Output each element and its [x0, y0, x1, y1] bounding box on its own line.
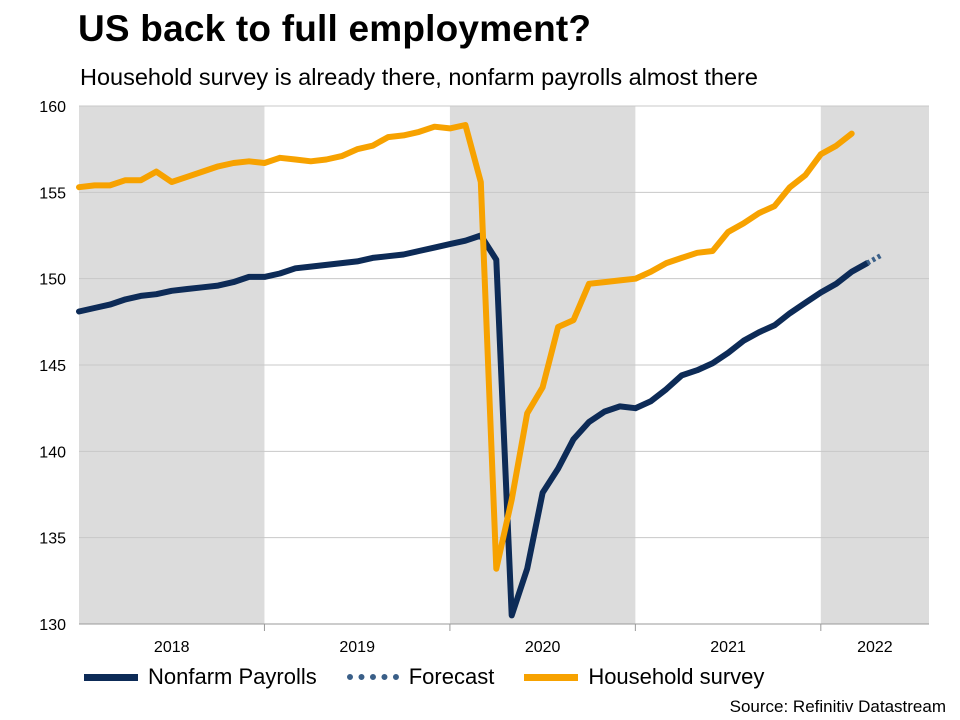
x-axis: 2018 2019 2020 2021 2022 [79, 623, 929, 656]
legend-item-forecast[interactable]: Forecast [346, 664, 495, 690]
source-note: Source: Refinitiv Datastream [729, 697, 946, 716]
legend-item-household[interactable]: Household survey [524, 664, 764, 690]
x-tick-label-2018: 2018 [154, 639, 190, 656]
legend-label-forecast: Forecast [408, 664, 495, 689]
chart-title: US back to full employment? [78, 8, 592, 49]
chart-subtitle: Household survey is already there, nonfa… [80, 64, 758, 90]
x-tick-label-2019: 2019 [339, 639, 375, 656]
y-tick-label-130: 130 [39, 617, 66, 634]
y-axis-ticks: 130 135 140 145 150 155 160 [39, 99, 66, 634]
x-tick-label-2022: 2022 [857, 639, 893, 656]
y-tick-label-140: 140 [39, 444, 66, 461]
y-tick-label-155: 155 [39, 185, 66, 202]
series-line-nonfarm-payrolls [76, 232, 871, 619]
legend-swatch-forecast [346, 674, 399, 680]
y-tick-label-145: 145 [39, 358, 66, 375]
legend-label-nonfarm: Nonfarm Payrolls [148, 664, 317, 689]
legend-label-household: Household survey [588, 664, 765, 689]
series-line-forecast [865, 252, 884, 266]
y-tick-label-150: 150 [39, 272, 66, 289]
legend-swatch-household [524, 673, 579, 681]
y-tick-label-160: 160 [39, 99, 66, 116]
legend-swatch-nonfarm [84, 673, 138, 681]
series-lines [76, 122, 884, 619]
y-tick-label-135: 135 [39, 531, 66, 548]
legend-item-nonfarm[interactable]: Nonfarm Payrolls [84, 664, 317, 690]
series-line-household-survey [76, 122, 855, 572]
x-tick-label-2020: 2020 [525, 639, 561, 656]
x-tick-label-2021: 2021 [710, 639, 746, 656]
legend: Nonfarm Payrolls Forecast Household surv… [84, 662, 794, 692]
